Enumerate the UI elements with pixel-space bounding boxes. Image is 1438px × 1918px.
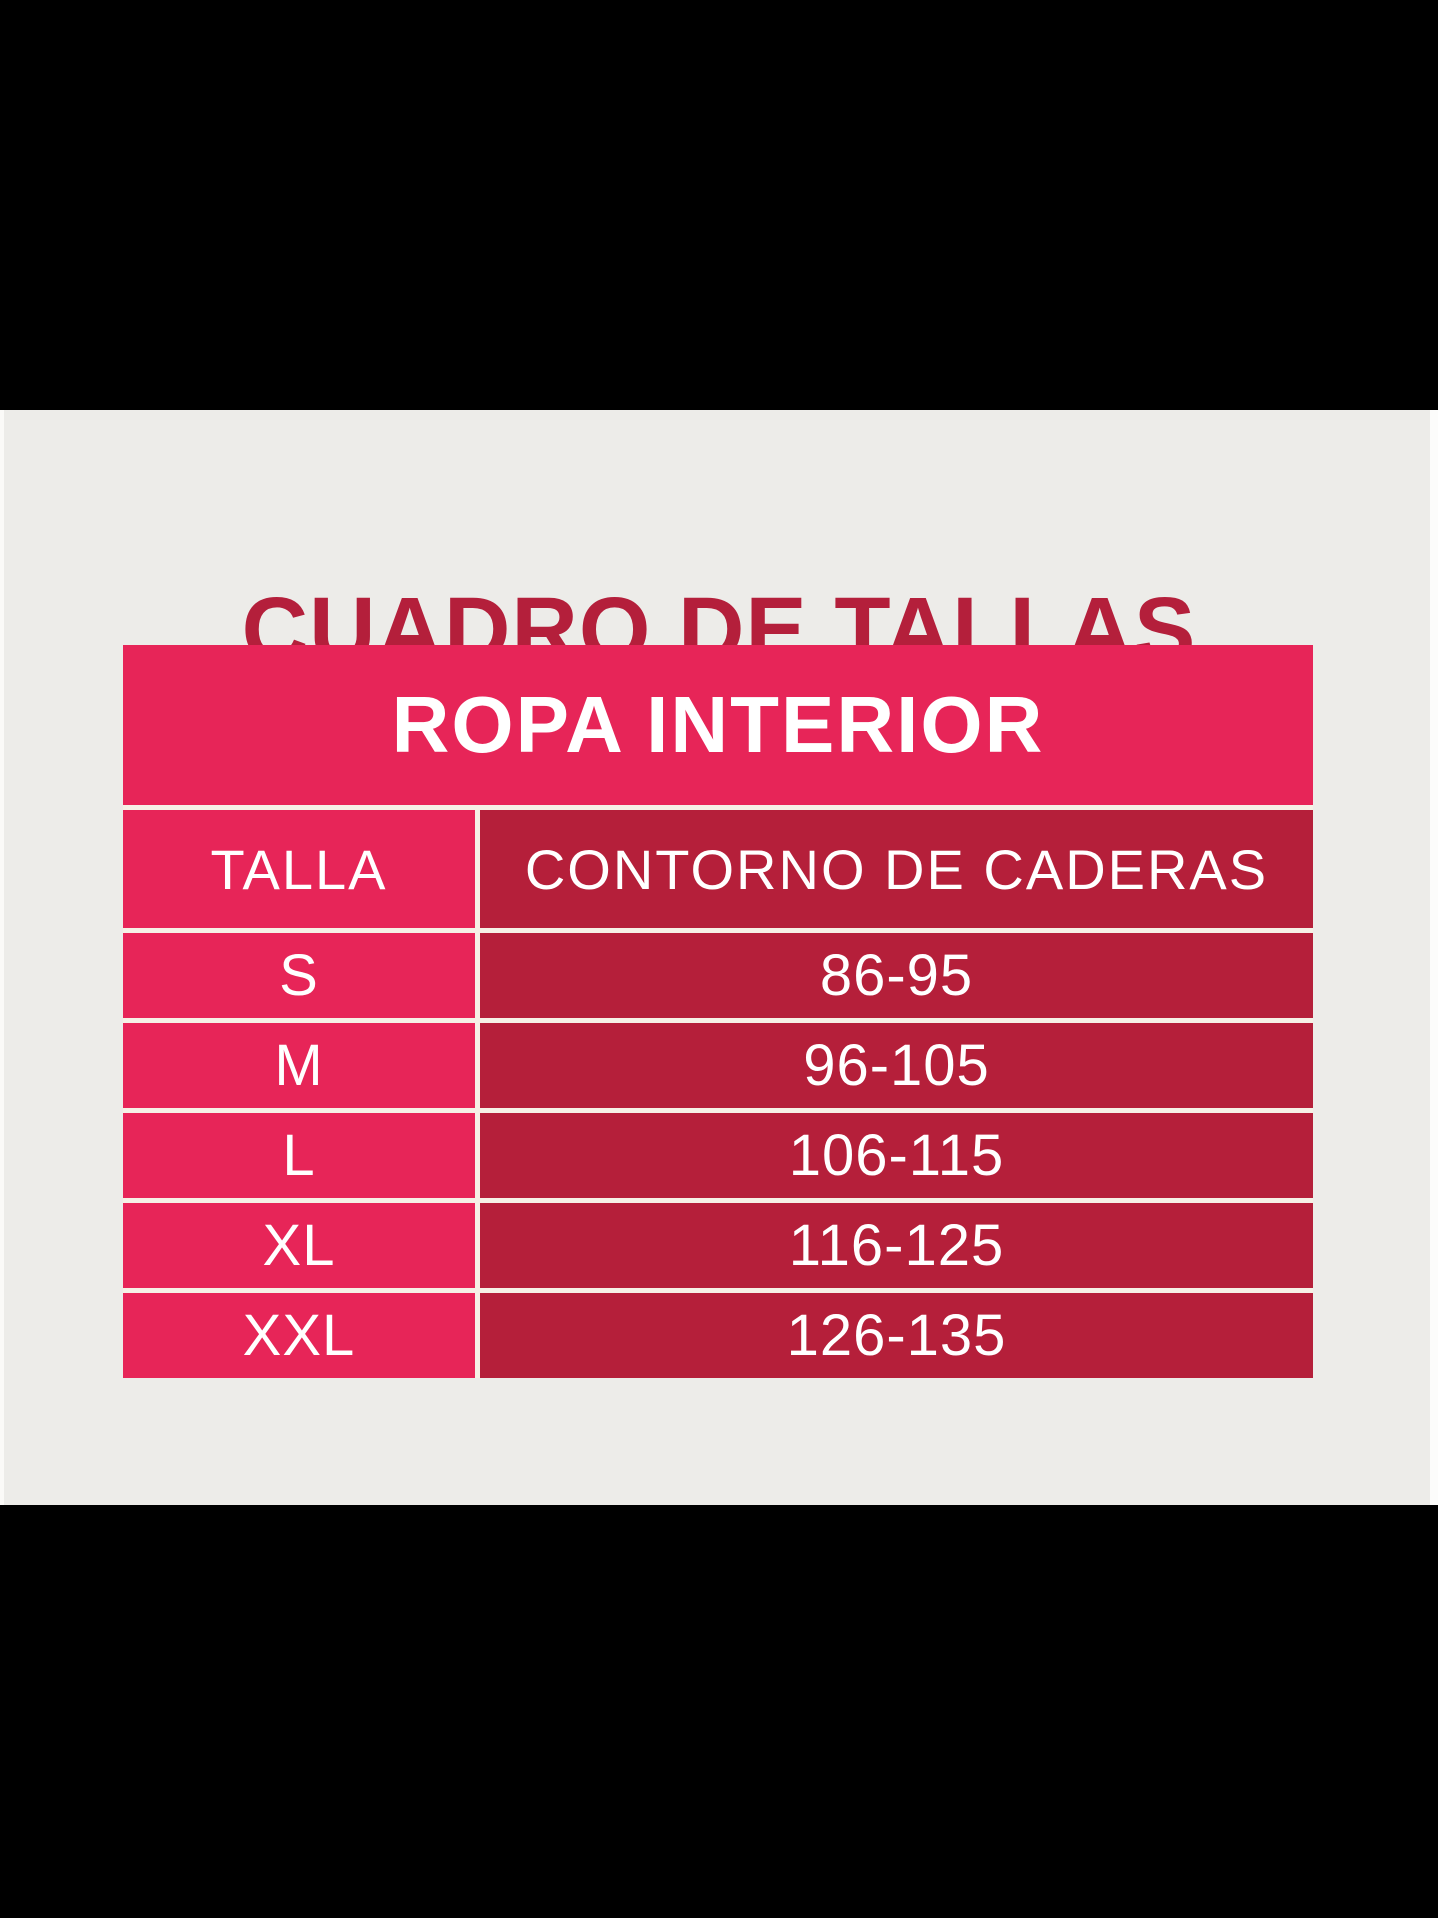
content-band: CUADRO DE TALLAS ROPA INTERIOR TALLA CON… [0, 410, 1438, 1505]
size-cell-l: L [123, 1113, 475, 1198]
size-cell-s: S [123, 933, 475, 1018]
range-cell-xl: 116-125 [480, 1203, 1313, 1288]
size-cell-xl: XL [123, 1203, 475, 1288]
range-cell-m: 96-105 [480, 1023, 1313, 1108]
table-header: ROPA INTERIOR [123, 645, 1313, 805]
range-cell-l: 106-115 [480, 1113, 1313, 1198]
size-table: ROPA INTERIOR TALLA CONTORNO DE CADERAS … [123, 645, 1313, 1378]
column-header-contorno-de-caderas: CONTORNO DE CADERAS [480, 810, 1313, 928]
column-header-talla: TALLA [123, 810, 475, 928]
right-edge-strip [1430, 410, 1438, 1505]
size-cell-xxl: XXL [123, 1293, 475, 1378]
left-edge-strip [0, 410, 4, 1505]
range-cell-xxl: 126-135 [480, 1293, 1313, 1378]
range-cell-s: 86-95 [480, 933, 1313, 1018]
size-cell-m: M [123, 1023, 475, 1108]
